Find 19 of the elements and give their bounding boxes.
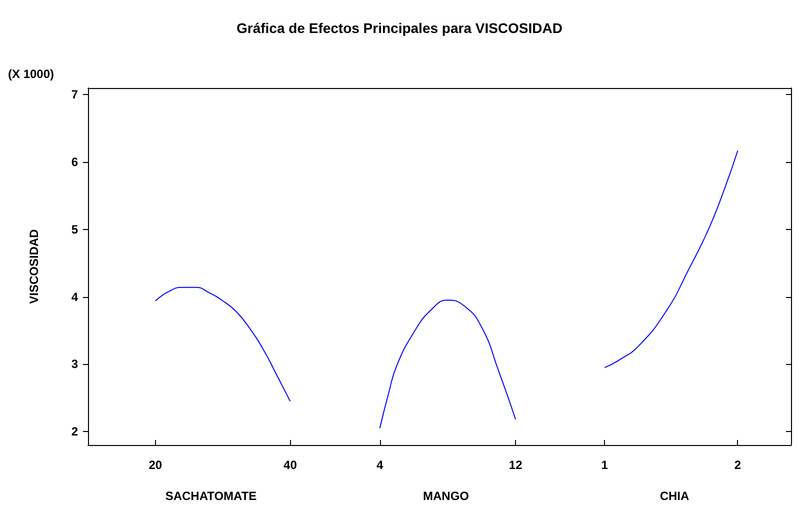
y-tick-label: 4	[71, 290, 78, 304]
x-tick-label: 12	[508, 458, 523, 472]
x-axis-title: CHIA	[660, 489, 690, 503]
y-tick-label: 2	[71, 424, 78, 439]
y-axis-title: VISCOSIDAD	[27, 228, 41, 304]
y-tick-label: 6	[71, 155, 78, 170]
x-tick-label: 4	[376, 458, 384, 472]
line-series	[154, 286, 291, 402]
y-tick-label: 5	[71, 222, 78, 236]
x-tick-label: 2	[734, 458, 742, 472]
x-tick-label: 40	[284, 458, 298, 472]
x-tick-label: 20	[148, 458, 162, 472]
text: (X 1000)	[8, 67, 54, 81]
text: Gráfica de Efectos Principales para VISCOSIDAD	[235, 20, 564, 36]
x-axis-title: SACHATOMATE	[165, 489, 257, 503]
x-axis-title: MANGO	[423, 489, 469, 503]
y-tick-label: 7	[71, 88, 78, 102]
y-tick-label: 3	[71, 357, 78, 372]
x-tick-label: 1	[601, 458, 608, 472]
